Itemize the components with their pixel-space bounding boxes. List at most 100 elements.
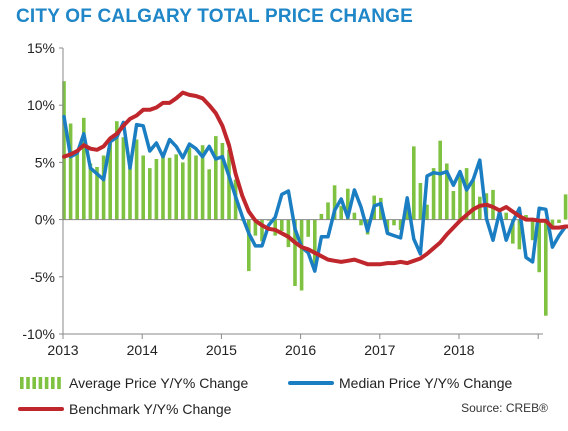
average-price-bar <box>108 139 112 220</box>
average-price-bar <box>260 219 264 242</box>
average-price-bar <box>154 159 159 220</box>
average-price-bar <box>491 189 495 220</box>
average-price-bar <box>398 219 403 230</box>
legend-median-price: Median Price Y/Y% Change <box>339 375 512 391</box>
average-price-bar <box>418 183 423 220</box>
average-price-bar <box>563 194 568 220</box>
x-tick-label: 2013 <box>47 342 78 358</box>
average-price-bar <box>313 219 317 266</box>
average-price-bar <box>200 145 205 220</box>
average-price-bar <box>75 154 79 220</box>
average-price-bar <box>194 155 198 220</box>
average-price-bar <box>352 212 357 220</box>
average-price-bar <box>530 219 535 241</box>
average-price-bar <box>161 155 165 220</box>
average-price-bar <box>207 169 211 220</box>
average-price-bar <box>227 149 231 220</box>
average-price-bar <box>346 188 350 220</box>
average-price-bar <box>544 219 548 316</box>
average-price-bar <box>412 146 416 220</box>
legend-swatch-bar <box>38 377 43 389</box>
average-price-bar <box>148 168 152 220</box>
average-price-bar <box>524 215 528 220</box>
average-price-bar <box>95 167 99 220</box>
average-price-bar <box>253 219 258 236</box>
legend-benchmark: Benchmark Y/Y% Change <box>69 401 232 417</box>
average-price-bar <box>214 136 218 220</box>
average-price-bar <box>431 168 436 220</box>
average-price-bar <box>101 155 106 220</box>
average-price-bar <box>517 219 522 250</box>
average-price-bar <box>121 137 126 220</box>
average-price-bar <box>306 219 310 237</box>
average-price-bar <box>167 157 172 220</box>
average-price-bar <box>425 204 429 220</box>
average-price-bar <box>550 219 555 228</box>
average-price-bar <box>326 202 330 220</box>
legend-swatch-bar <box>57 377 61 389</box>
average-price-bar <box>181 162 185 220</box>
y-tick-label: 15% <box>27 40 55 56</box>
average-price-bar <box>62 81 66 220</box>
y-tick-label: -5% <box>30 269 55 285</box>
average-price-bar <box>471 180 475 220</box>
average-price-bar <box>511 219 515 244</box>
average-price-bar <box>286 219 291 248</box>
x-tick-label: 2016 <box>285 342 316 358</box>
trend-lines <box>62 90 568 273</box>
average-price-bar <box>293 219 297 286</box>
average-price-bar <box>115 121 119 220</box>
median-price-line <box>62 114 568 273</box>
legend-swatch-bar <box>20 377 24 389</box>
average-price-bar <box>128 165 132 220</box>
average-price-bar <box>458 173 462 220</box>
average-price-bar <box>445 163 449 220</box>
average-price-bar <box>464 168 469 220</box>
average-price-bar <box>359 219 363 226</box>
average-price-bar <box>339 205 343 220</box>
average-price-bar <box>319 213 324 220</box>
chart-title: CITY OF CALGARY TOTAL PRICE CHANGE <box>16 6 414 27</box>
average-price-bar <box>392 219 396 226</box>
legend: Average Price Y/Y% Change Median Price Y/… <box>18 375 512 417</box>
legend-swatch-bar <box>44 377 49 389</box>
average-price-bar <box>187 147 192 220</box>
legend-swatch-bar <box>26 377 30 389</box>
average-price-bar <box>273 219 277 236</box>
legend-swatch-bar <box>51 377 55 389</box>
legend-average-price: Average Price Y/Y% Change <box>69 375 248 391</box>
average-price-bar <box>299 219 304 291</box>
average-price-bar <box>557 219 561 223</box>
x-tick-label: 2015 <box>206 342 237 358</box>
y-tick-label: 10% <box>27 97 55 113</box>
y-tick-label: 5% <box>35 154 55 170</box>
average-price-bar <box>537 219 541 273</box>
average-price-bar <box>82 117 86 220</box>
average-price-bar <box>220 143 225 220</box>
benchmark-line <box>62 90 568 267</box>
average-price-bar <box>247 219 251 272</box>
average-price-bar <box>134 139 139 220</box>
source-note: Source: CREB® <box>461 401 548 415</box>
average-price-bar <box>141 155 145 220</box>
x-tick-label: 2014 <box>127 342 158 358</box>
tick-labels: 15% 10% 5% 0% -5% -10%2013 2014 2015 2016 2017 201… <box>22 40 474 358</box>
average-price-bar <box>280 219 284 231</box>
average-price-bar <box>504 212 508 220</box>
x-tick-label: 2017 <box>364 342 395 358</box>
average-price-bar <box>88 163 93 220</box>
average-price-bar <box>266 219 271 221</box>
average-price-bar <box>68 123 73 220</box>
average-price-bar <box>332 185 337 220</box>
y-tick-label: -10% <box>22 326 55 342</box>
legend-swatch-bar <box>32 377 36 389</box>
y-tick-label: 0% <box>35 212 55 228</box>
average-price-bar <box>451 191 456 220</box>
average-price-bar <box>174 154 178 220</box>
average-price-bar <box>438 140 442 220</box>
average-price-bar <box>478 196 482 220</box>
average-price-bar <box>405 201 409 220</box>
x-tick-label: 2018 <box>443 342 474 358</box>
average-price-bars <box>62 81 568 316</box>
